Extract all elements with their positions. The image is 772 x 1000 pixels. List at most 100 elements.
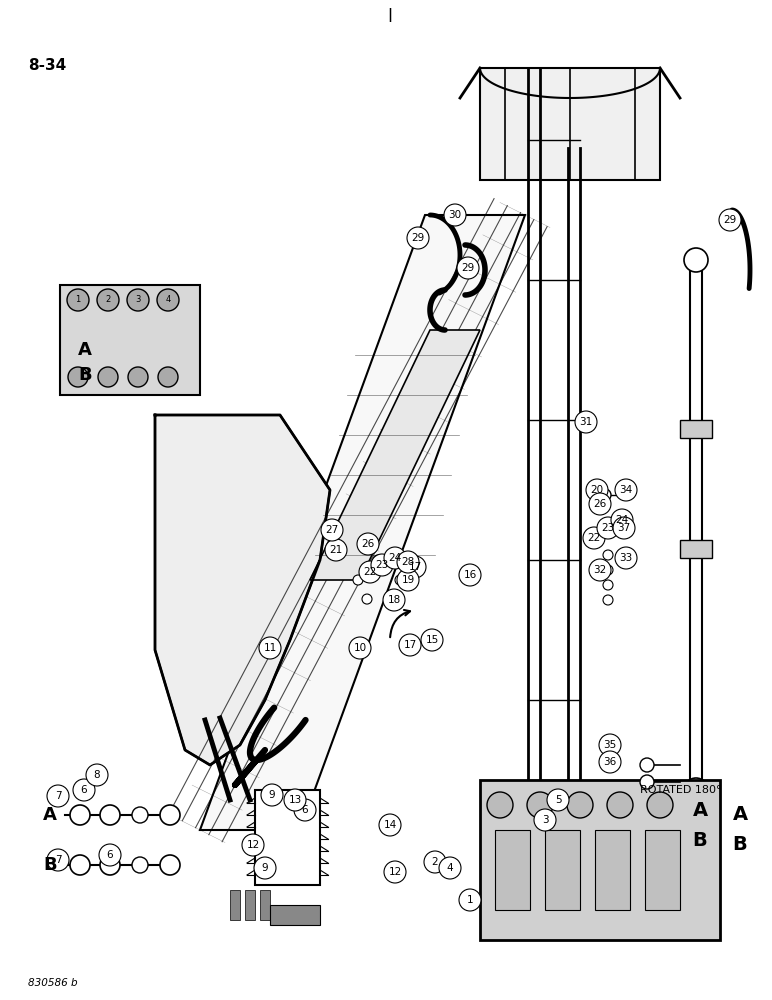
- Bar: [60, 285, 200, 395]
- Bar: [495, 830, 530, 910]
- Text: 21: 21: [330, 545, 343, 555]
- Circle shape: [607, 792, 633, 818]
- Text: 6: 6: [302, 805, 308, 815]
- Circle shape: [421, 629, 443, 651]
- Bar: [255, 790, 320, 885]
- Circle shape: [353, 575, 363, 585]
- Circle shape: [98, 367, 118, 387]
- Circle shape: [457, 257, 479, 279]
- Circle shape: [67, 289, 89, 311]
- Text: 2: 2: [105, 296, 110, 304]
- Text: 37: 37: [618, 523, 631, 533]
- Circle shape: [589, 559, 611, 581]
- Circle shape: [47, 849, 69, 871]
- Bar: [230, 890, 240, 920]
- Text: 30: 30: [449, 210, 462, 220]
- Circle shape: [132, 807, 148, 823]
- Circle shape: [384, 547, 406, 569]
- Circle shape: [68, 367, 88, 387]
- Bar: [680, 420, 712, 438]
- Bar: [245, 890, 255, 920]
- Text: 34: 34: [619, 485, 632, 495]
- Circle shape: [70, 855, 90, 875]
- Text: 6: 6: [81, 785, 87, 795]
- Circle shape: [242, 834, 264, 856]
- Circle shape: [132, 857, 148, 873]
- Circle shape: [349, 637, 371, 659]
- Circle shape: [534, 809, 556, 831]
- Text: 26: 26: [594, 499, 607, 509]
- Circle shape: [547, 789, 569, 811]
- Text: A: A: [43, 806, 57, 824]
- Circle shape: [599, 489, 611, 501]
- Circle shape: [157, 289, 179, 311]
- Text: 36: 36: [604, 757, 617, 767]
- Circle shape: [73, 779, 95, 801]
- Circle shape: [640, 758, 654, 772]
- Circle shape: [97, 289, 119, 311]
- Circle shape: [613, 517, 635, 539]
- Polygon shape: [155, 415, 330, 765]
- Circle shape: [487, 792, 513, 818]
- Circle shape: [583, 527, 605, 549]
- Text: 12: 12: [246, 840, 259, 850]
- Circle shape: [611, 509, 633, 531]
- Circle shape: [100, 855, 120, 875]
- Circle shape: [254, 857, 276, 879]
- Circle shape: [603, 565, 613, 575]
- Text: 12: 12: [388, 867, 401, 877]
- Text: 8-34: 8-34: [28, 58, 66, 73]
- Circle shape: [404, 556, 426, 578]
- Text: 13: 13: [289, 795, 302, 805]
- Text: 32: 32: [594, 565, 607, 575]
- Text: |: |: [388, 8, 392, 22]
- Text: 20: 20: [591, 485, 604, 495]
- Text: 14: 14: [384, 820, 397, 830]
- Text: 29: 29: [462, 263, 475, 273]
- Circle shape: [439, 857, 461, 879]
- Circle shape: [259, 637, 281, 659]
- Circle shape: [575, 411, 597, 433]
- Text: 9: 9: [269, 790, 276, 800]
- Text: 29: 29: [411, 233, 425, 243]
- Circle shape: [379, 814, 401, 836]
- Text: 4: 4: [447, 863, 453, 873]
- Text: B: B: [78, 366, 92, 384]
- Text: 10: 10: [354, 643, 367, 653]
- Bar: [270, 905, 320, 925]
- Circle shape: [373, 555, 383, 565]
- Text: 2: 2: [432, 857, 438, 867]
- Circle shape: [383, 589, 405, 611]
- Text: 29: 29: [723, 215, 736, 225]
- Text: 830586 b: 830586 b: [28, 978, 78, 988]
- Circle shape: [325, 539, 347, 561]
- Text: 35: 35: [604, 740, 617, 750]
- Text: B: B: [692, 830, 707, 850]
- Circle shape: [684, 248, 708, 272]
- Circle shape: [586, 479, 608, 501]
- Circle shape: [640, 775, 654, 789]
- Circle shape: [261, 784, 283, 806]
- Text: 17: 17: [408, 562, 422, 572]
- Text: 8: 8: [93, 770, 100, 780]
- Circle shape: [399, 634, 421, 656]
- Text: A: A: [78, 341, 92, 359]
- Text: 5: 5: [555, 795, 561, 805]
- Text: 18: 18: [388, 595, 401, 605]
- Text: 1: 1: [467, 895, 473, 905]
- Text: 17: 17: [404, 640, 417, 650]
- Circle shape: [459, 564, 481, 586]
- Circle shape: [599, 734, 621, 756]
- Circle shape: [127, 289, 149, 311]
- Circle shape: [459, 889, 481, 911]
- Text: 7: 7: [55, 791, 61, 801]
- Circle shape: [99, 844, 121, 866]
- Text: 33: 33: [619, 553, 632, 563]
- Text: 28: 28: [401, 557, 415, 567]
- Circle shape: [424, 851, 446, 873]
- Circle shape: [86, 764, 108, 786]
- Circle shape: [684, 778, 708, 802]
- Circle shape: [47, 785, 69, 807]
- Text: B: B: [733, 836, 747, 854]
- Text: 26: 26: [361, 539, 374, 549]
